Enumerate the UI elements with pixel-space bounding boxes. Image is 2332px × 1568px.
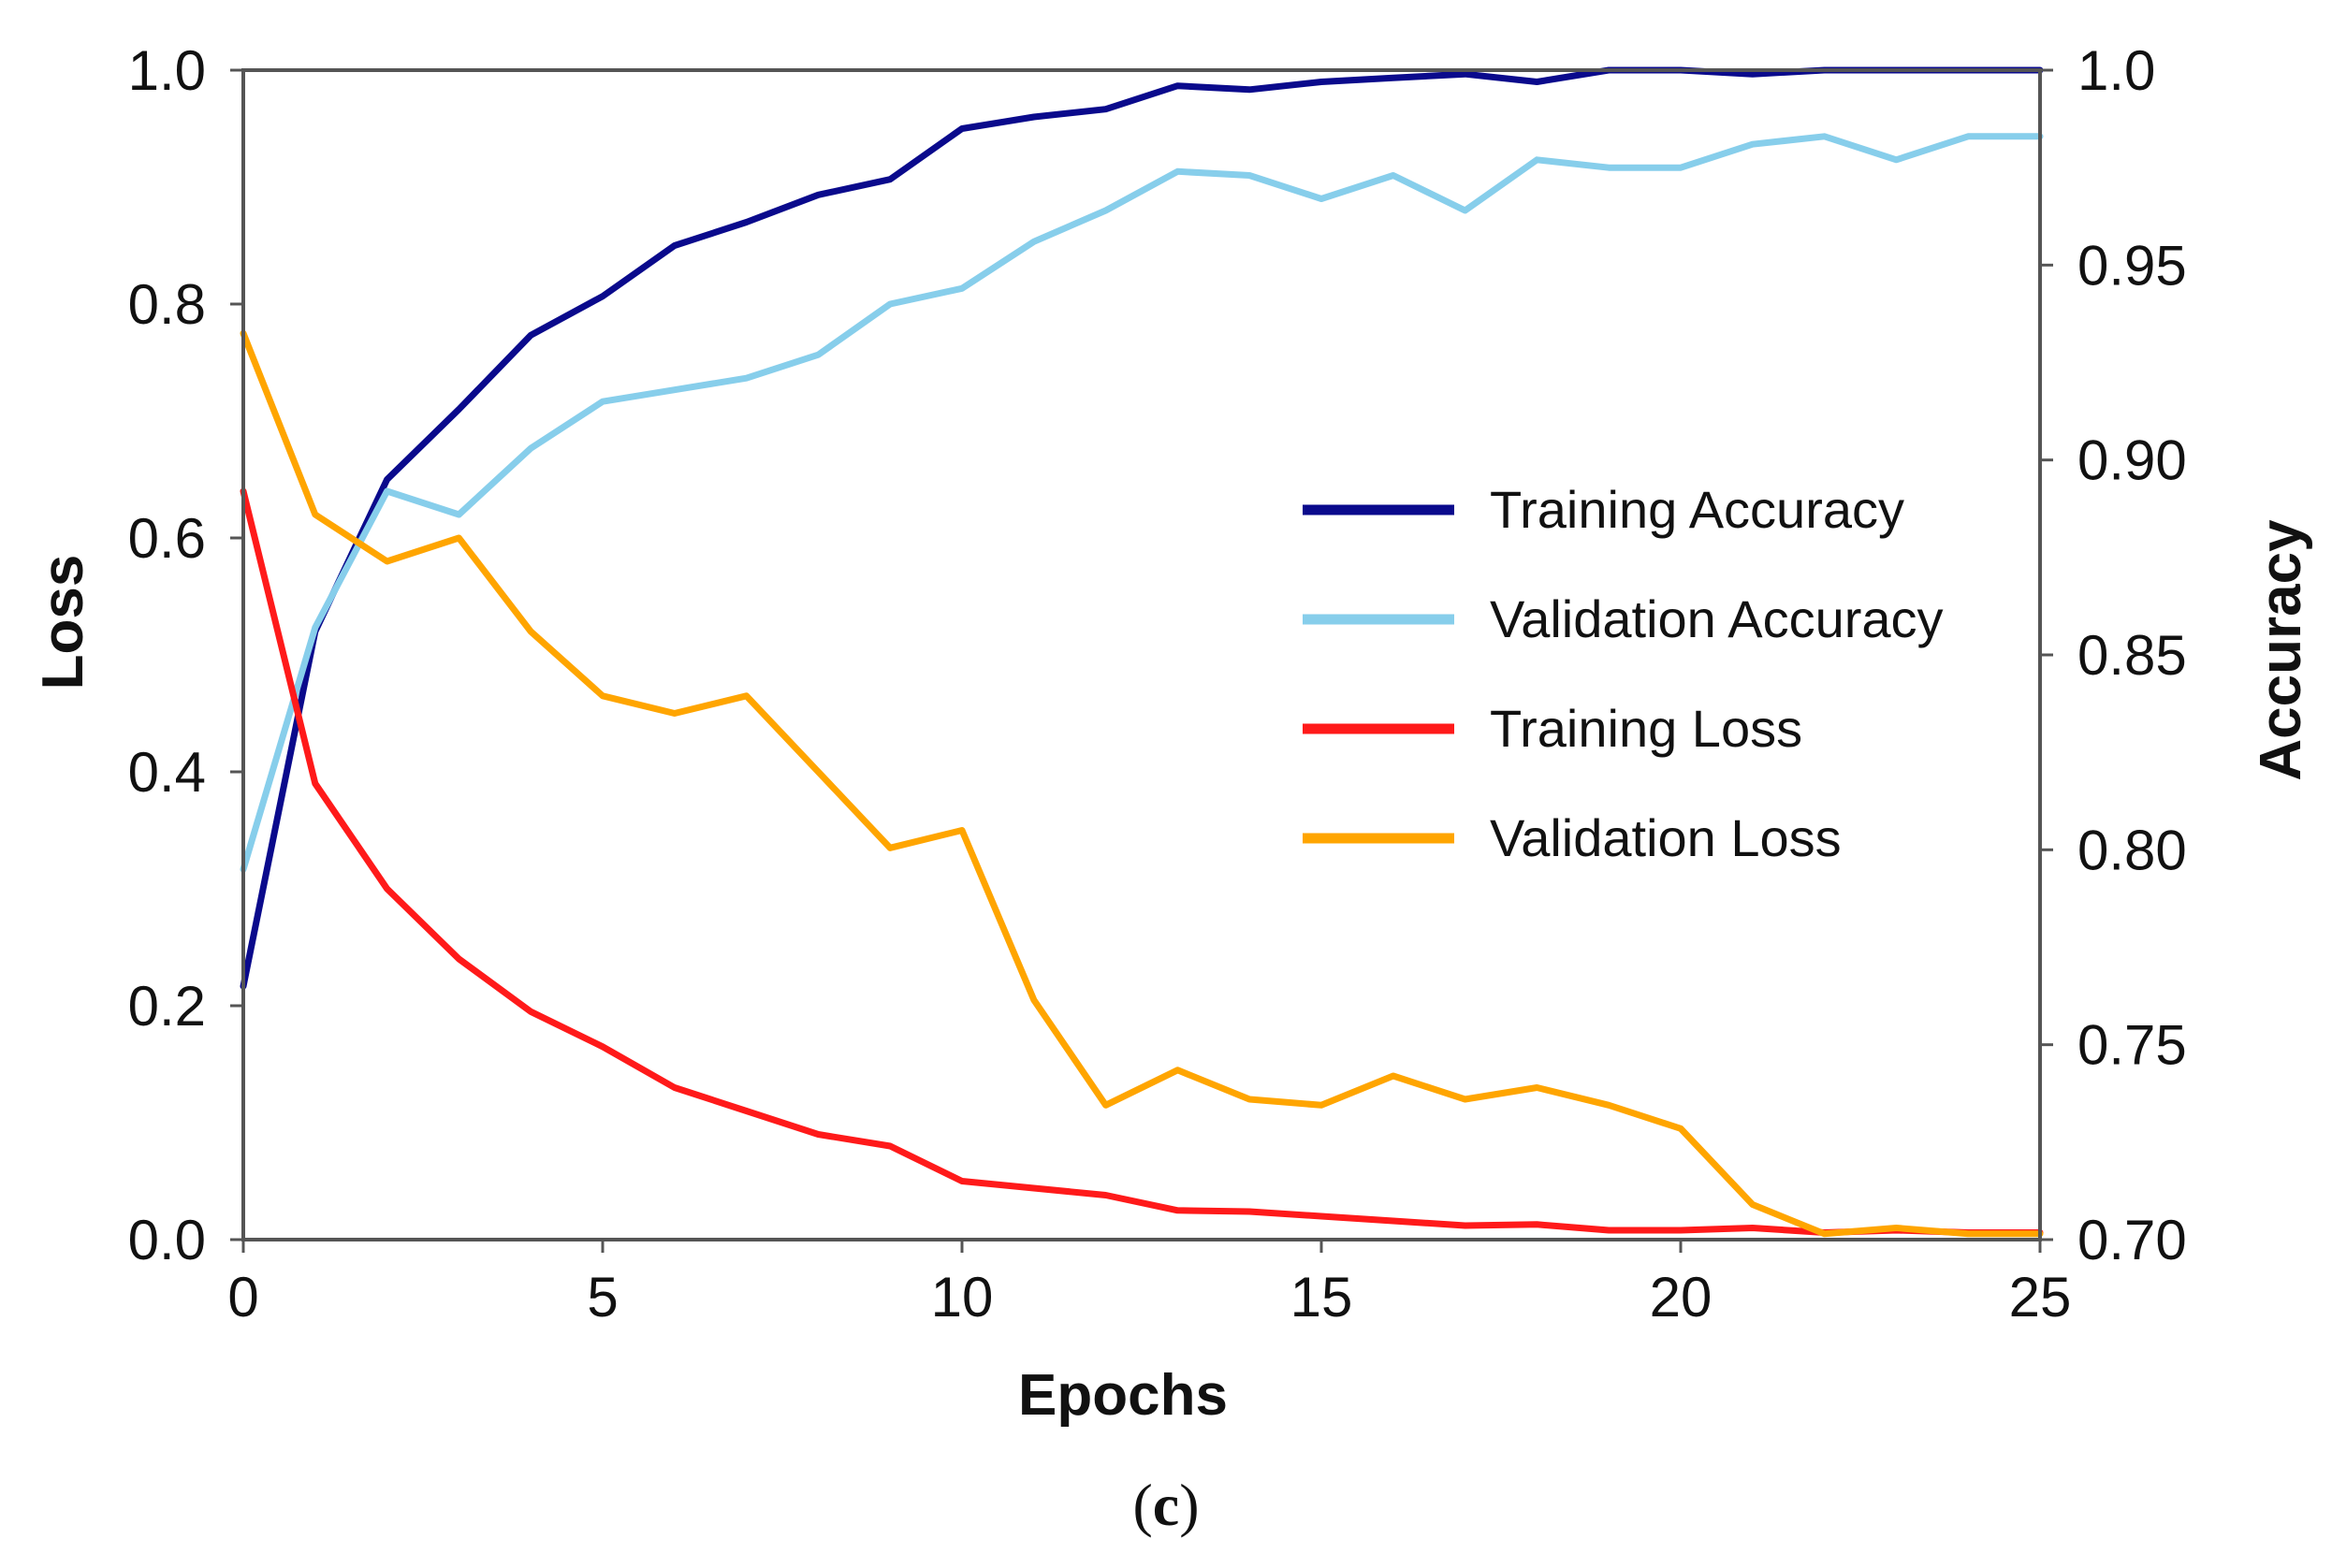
left-y-tick-label: 0.8 (128, 273, 206, 336)
legend-label-validation-loss: Validation Loss (1490, 808, 1842, 867)
caption-close-paren: ) (1179, 1472, 1199, 1538)
right-y-tick-label: 0.80 (2077, 819, 2187, 881)
left-y-tick-label: 0.4 (128, 741, 206, 804)
legend-label-training-loss: Training Loss (1490, 699, 1802, 758)
right-y-tick-label: 0.75 (2077, 1014, 2187, 1077)
figure-caption: (c) (1132, 1472, 1199, 1538)
training-loss-line (240, 487, 2044, 1236)
x-tick-label: 20 (1650, 1266, 1713, 1328)
left-y-axis-title: Loss (31, 555, 95, 690)
right-y-tick-label: 0.70 (2077, 1209, 2187, 1271)
right-y-tick-label: 0.90 (2077, 429, 2187, 492)
legend: Training Accuracy Validation Accuracy Trai… (1303, 480, 1944, 867)
left-y-axis: 0.0 0.2 0.4 0.6 0.8 1.0 (128, 39, 243, 1271)
right-y-tick-label: 0.85 (2077, 624, 2187, 687)
left-y-tick-label: 0.2 (128, 975, 206, 1038)
plot-frame (241, 68, 2042, 1241)
legend-label-training-accuracy: Training Accuracy (1490, 480, 1904, 539)
x-tick-label: 25 (2009, 1266, 2072, 1328)
left-y-tick-label: 0.6 (128, 507, 206, 570)
x-tick-label: 5 (587, 1266, 618, 1328)
right-y-tick-label: 0.95 (2077, 234, 2187, 297)
caption-open-paren: ( (1132, 1472, 1152, 1538)
left-y-tick-label: 1.0 (128, 39, 206, 102)
validation-loss-line (240, 329, 2044, 1238)
caption-letter: c (1153, 1472, 1179, 1538)
x-axis-title: Epochs (1018, 1363, 1228, 1428)
x-tick-label: 15 (1290, 1266, 1353, 1328)
left-y-tick-label: 0.0 (128, 1209, 206, 1271)
right-y-axis: 0.70 0.75 0.80 0.85 0.90 0.95 1.0 (2040, 39, 2187, 1271)
training-accuracy-line (240, 66, 2044, 990)
right-y-axis-title: Accuracy (2249, 519, 2313, 781)
series-group (240, 66, 2044, 1238)
legend-label-validation-accuracy: Validation Accuracy (1490, 589, 1944, 648)
validation-accuracy-line (240, 133, 2044, 873)
x-axis: 0 5 10 15 20 25 (227, 1240, 2071, 1328)
right-y-tick-label: 1.0 (2077, 39, 2155, 102)
x-tick-label: 0 (227, 1266, 258, 1328)
x-tick-label: 10 (931, 1266, 994, 1328)
